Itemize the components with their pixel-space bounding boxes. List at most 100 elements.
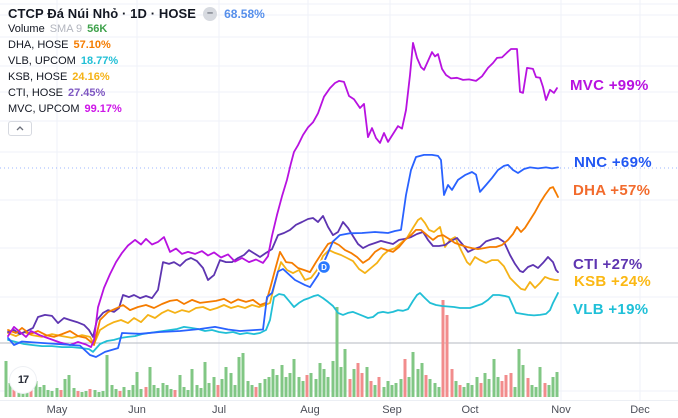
- volume-bar: [190, 369, 194, 397]
- volume-bar: [420, 363, 424, 397]
- volume-bar: [428, 379, 432, 397]
- volume-bar: [411, 352, 415, 397]
- volume-bar: [246, 381, 250, 397]
- volume-bar: [59, 390, 63, 397]
- collapse-minus-icon[interactable]: –: [203, 6, 218, 21]
- tradingview-logo[interactable]: 17: [10, 367, 36, 393]
- volume-bar: [55, 388, 59, 397]
- volume-bar: [122, 387, 126, 397]
- series-label-vlb[interactable]: VLB +19%: [573, 301, 649, 318]
- series-label-ksb[interactable]: KSB +24%: [574, 273, 652, 290]
- volume-bar: [496, 377, 500, 397]
- volume-bar: [254, 387, 258, 397]
- volume-bar: [424, 375, 428, 397]
- series-label-cti[interactable]: CTI +27%: [573, 256, 643, 273]
- legend-value: 24.16%: [72, 71, 110, 83]
- volume-bar: [288, 373, 292, 397]
- volume-bar: [135, 372, 139, 397]
- dividend-marker-label: D: [321, 263, 327, 272]
- time-axis[interactable]: May Jun Jul Aug Sep Oct Nov Dec: [0, 400, 678, 418]
- axis-month-dec: Dec: [630, 404, 650, 416]
- axis-month-may: May: [46, 404, 68, 416]
- volume-bar: [97, 392, 101, 397]
- volume-bar: [233, 385, 237, 397]
- volume-bar: [475, 377, 479, 397]
- series-line-dha[interactable]: [7, 186, 559, 346]
- volume-bar: [416, 369, 420, 397]
- volume-bar: [131, 385, 135, 397]
- series-line-vlb[interactable]: [7, 292, 559, 353]
- legend-row-dha[interactable]: DHA, HOSE 57.10%: [8, 37, 265, 53]
- volume-bar: [356, 363, 360, 397]
- volume-bar: [517, 349, 521, 397]
- volume-bar: [403, 359, 407, 397]
- volume-bar: [84, 391, 88, 397]
- legend-collapse-button[interactable]: [8, 121, 32, 136]
- volume-bar: [301, 381, 305, 397]
- dividend-marker[interactable]: [316, 259, 332, 275]
- series-line-mvc[interactable]: [7, 42, 558, 349]
- volume-bar: [34, 381, 38, 397]
- volume-bar: [178, 375, 182, 397]
- volume-bar: [483, 373, 487, 397]
- volume-bar: [46, 390, 50, 397]
- series-line-cti[interactable]: [7, 214, 559, 338]
- chevron-up-icon: [16, 126, 24, 131]
- volume-bar: [67, 375, 71, 397]
- volume-bar: [72, 388, 76, 397]
- series-label-mvc[interactable]: MVC +99%: [570, 77, 649, 94]
- volume-bar: [348, 379, 352, 397]
- volume-bar: [50, 391, 54, 397]
- symbol-title-row[interactable]: CTCP Đá Núi Nhỏ · 1D · HOSE – 68.58%: [8, 6, 265, 21]
- volume-bar: [169, 389, 173, 397]
- volume-bar: [144, 387, 148, 397]
- volume-bar: [373, 385, 377, 397]
- volume-bar: [343, 349, 347, 397]
- volume-bar: [318, 363, 322, 397]
- volume-bar: [458, 385, 462, 397]
- volume-bar: [258, 383, 262, 397]
- axis-month-jun: Jun: [128, 404, 146, 416]
- legend-row-ksb[interactable]: KSB, HOSE 24.16%: [8, 69, 265, 85]
- volume-bar: [118, 391, 122, 397]
- volume-bar: [105, 355, 109, 397]
- volume-bar: [237, 357, 241, 397]
- volume-bar: [8, 383, 12, 397]
- volume-bar: [462, 387, 466, 397]
- volume-bar: [271, 369, 275, 397]
- symbol-change-percent: 68.58%: [224, 6, 265, 21]
- series-line-ksb[interactable]: [7, 217, 559, 345]
- volume-bar: [466, 383, 470, 397]
- volume-bar: [399, 379, 403, 397]
- volume-sma-label: SMA 9: [49, 23, 83, 35]
- volume-bar: [148, 367, 152, 397]
- axis-month-nov: Nov: [551, 404, 571, 416]
- volume-bar: [407, 377, 411, 397]
- volume-bar: [360, 373, 364, 397]
- volume-bar: [182, 387, 186, 397]
- legend-row-volume[interactable]: Volume SMA 9 56K: [8, 21, 265, 37]
- volume-bar: [479, 383, 483, 397]
- volume-bar: [309, 373, 313, 397]
- volume-bar: [305, 375, 309, 397]
- volume-bar: [76, 391, 80, 397]
- volume-bar: [186, 390, 190, 397]
- series-label-dha[interactable]: DHA +57%: [573, 182, 651, 199]
- volume-bar: [275, 375, 279, 397]
- series-label-nnc[interactable]: NNC +69%: [574, 154, 652, 171]
- volume-bar: [352, 369, 356, 397]
- volume-bar: [534, 387, 538, 397]
- axis-month-sep: Sep: [382, 404, 402, 416]
- legend-symbol: DHA, HOSE: [8, 39, 69, 51]
- legend-row-vlb[interactable]: VLB, UPCOM 18.77%: [8, 53, 265, 69]
- axis-month-aug: Aug: [300, 404, 320, 416]
- volume-bar: [450, 369, 454, 397]
- volume-bar: [173, 390, 177, 397]
- series-line-nnc[interactable]: [7, 153, 559, 358]
- legend-row-cti[interactable]: CTI, HOSE 27.45%: [8, 85, 265, 101]
- volume-bar: [199, 388, 203, 397]
- volume-bar: [526, 378, 530, 397]
- legend-row-mvc[interactable]: MVC, UPCOM 99.17%: [8, 101, 265, 117]
